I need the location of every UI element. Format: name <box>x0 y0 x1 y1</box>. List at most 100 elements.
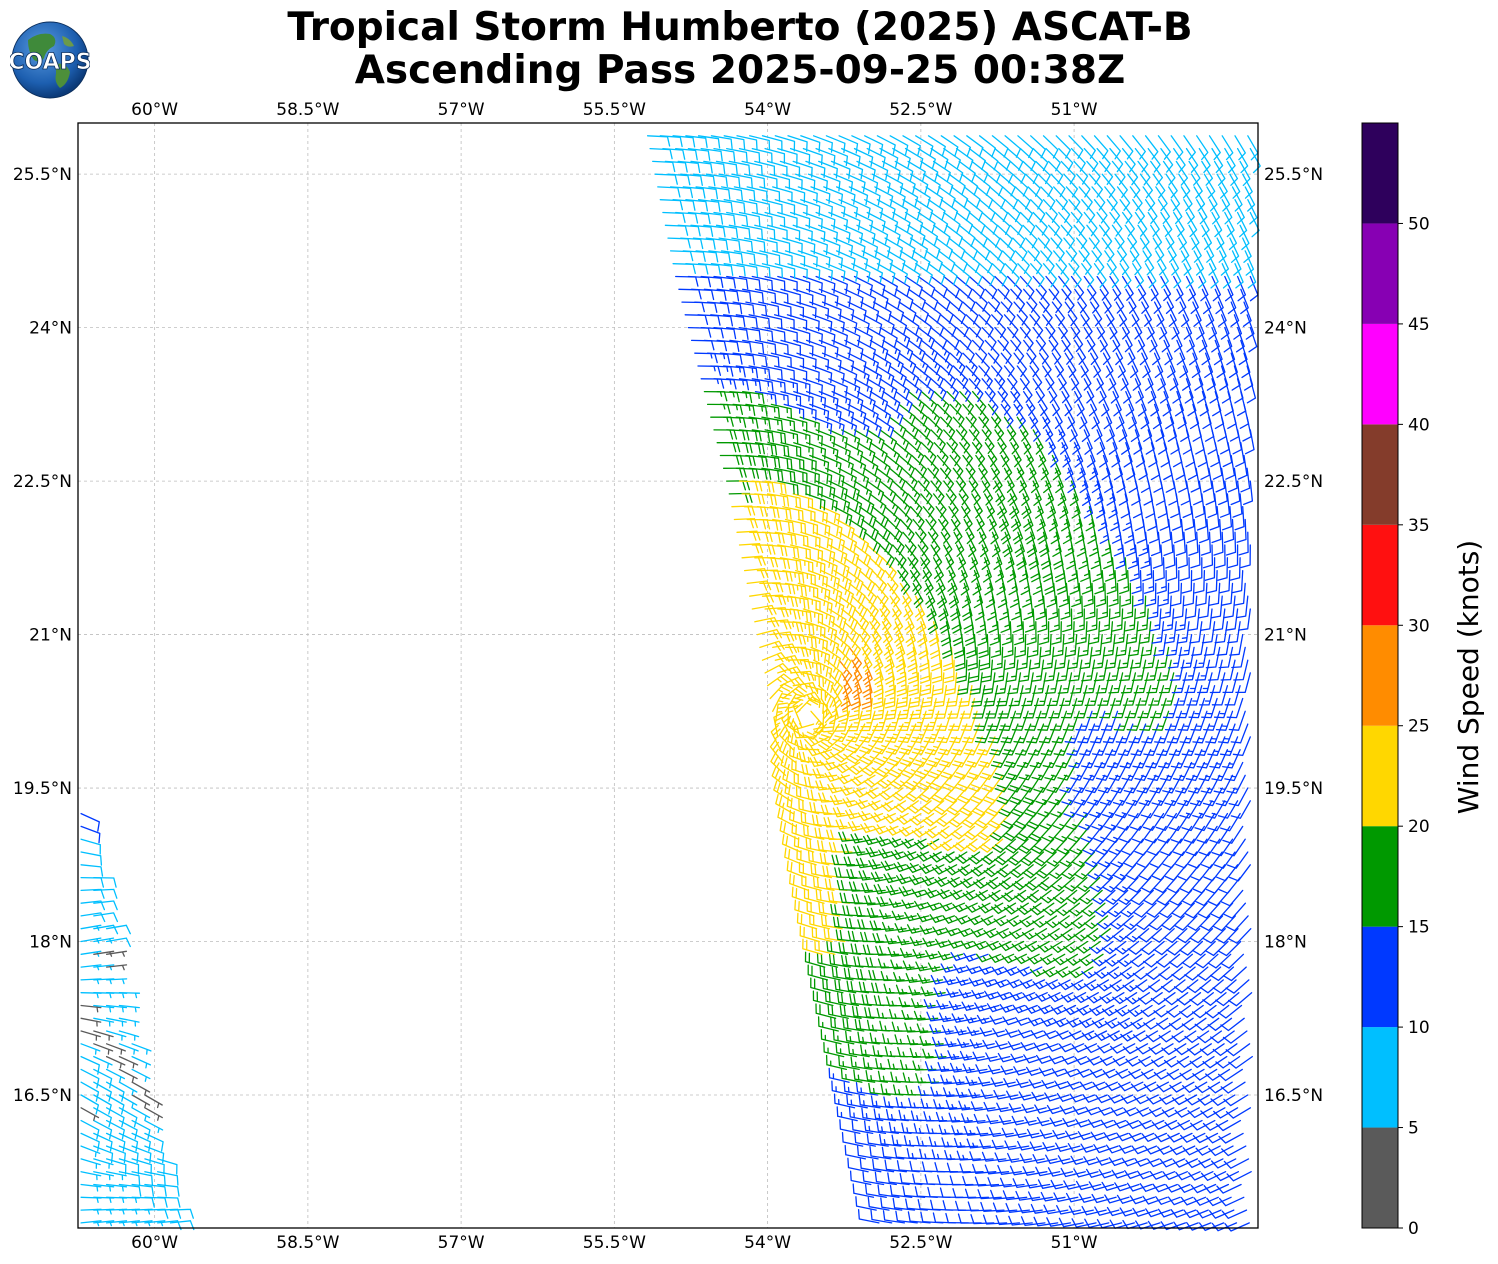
wind-barb <box>1070 211 1086 237</box>
wind-barb <box>1003 633 1014 658</box>
wind-barb <box>970 1101 996 1112</box>
wind-barb <box>687 211 711 225</box>
wind-barb <box>1060 928 1086 941</box>
wind-barb <box>789 745 810 764</box>
wind-barb <box>787 595 810 610</box>
wind-barb <box>853 211 874 232</box>
wind-barb <box>970 787 994 805</box>
wind-barb <box>1173 275 1184 302</box>
wind-barb <box>1055 902 1081 917</box>
wind-barb <box>1055 1142 1081 1152</box>
wind-barb <box>781 712 792 738</box>
wind-barb <box>1158 1030 1184 1043</box>
wind-barb <box>1179 301 1190 327</box>
wind-barb <box>1122 915 1147 930</box>
wind-barb <box>831 288 852 308</box>
wind-barb <box>835 582 854 604</box>
wind-barb <box>713 326 737 340</box>
wind-barb <box>1170 493 1180 519</box>
wind-barb <box>805 837 828 853</box>
wind-barb <box>1225 454 1236 480</box>
wind-barb <box>105 1081 125 1102</box>
wind-barb <box>957 1213 982 1224</box>
wind-barb <box>1153 352 1164 379</box>
wind-barb <box>870 812 896 823</box>
wind-barb <box>945 160 964 183</box>
wind-barb <box>884 697 899 720</box>
wind-barb <box>853 147 874 167</box>
wind-barb <box>1068 659 1083 682</box>
wind-barb <box>1189 928 1214 944</box>
wind-barb <box>850 833 876 844</box>
wind-barb <box>904 608 915 634</box>
wind-barb <box>1109 1043 1136 1054</box>
wind-barb <box>1138 787 1160 806</box>
wind-barb <box>692 173 716 187</box>
wind-barb <box>1200 774 1221 794</box>
wind-barb <box>927 1186 951 1198</box>
wind-barb <box>858 870 884 881</box>
wind-barb <box>1029 749 1050 769</box>
wind-barb <box>899 947 925 958</box>
wind-barb <box>1116 186 1131 211</box>
wind-barb <box>1045 326 1059 352</box>
wind-barb <box>1035 390 1048 417</box>
wind-barb <box>898 352 917 375</box>
wind-barb <box>847 352 867 373</box>
wind-barb <box>838 697 849 723</box>
wind-barb <box>697 263 721 276</box>
wind-barb <box>1152 237 1165 263</box>
wind-barb <box>870 1095 894 1109</box>
wind-barb <box>131 1081 151 1096</box>
wind-barb <box>1184 378 1194 404</box>
wind-barb <box>1012 608 1023 633</box>
wind-barb <box>1089 1004 1115 1016</box>
wind-barb <box>863 774 889 788</box>
wind-barb <box>810 582 831 601</box>
wind-barb <box>912 186 931 208</box>
wind-barb <box>843 1081 866 1096</box>
wind-barb <box>901 899 927 909</box>
wind-barb <box>791 886 812 904</box>
wind-barb <box>1183 199 1195 225</box>
wind-barb <box>931 864 958 875</box>
wind-barb <box>1055 135 1071 159</box>
wind-barb <box>672 199 696 211</box>
wind-barb <box>1061 339 1074 365</box>
wind-barb <box>773 712 784 738</box>
wind-barb <box>1056 1205 1082 1215</box>
wind-barb <box>1237 454 1248 480</box>
wind-barb <box>1115 403 1125 430</box>
wind-barb <box>1113 710 1131 731</box>
wind-barb <box>1151 787 1172 806</box>
wind-barb <box>690 160 713 174</box>
wind-barb <box>1031 761 1052 781</box>
wind-barb <box>1170 429 1180 455</box>
wind-barb <box>984 160 1001 184</box>
wind-barb <box>1058 979 1084 991</box>
wind-barb <box>940 199 959 221</box>
wind-barb <box>719 301 743 315</box>
wind-barb <box>1142 812 1165 831</box>
wind-barb <box>984 493 996 519</box>
wind-barb <box>945 1212 969 1224</box>
wind-barb <box>1188 160 1201 186</box>
wind-barb <box>856 224 876 244</box>
wind-barb <box>1185 326 1195 353</box>
wind-barb <box>1091 1193 1117 1204</box>
wind-barb <box>845 736 868 754</box>
wind-barb <box>856 390 876 412</box>
wind-barb <box>80 825 101 844</box>
wind-barb <box>1096 378 1107 404</box>
wind-barb <box>1099 928 1124 942</box>
wind-barb <box>1129 1195 1156 1205</box>
wind-barb <box>1188 697 1206 719</box>
wind-barb <box>1125 1055 1151 1067</box>
wind-barb <box>1204 352 1214 379</box>
wind-barb <box>1188 531 1199 556</box>
wind-barb <box>1213 1171 1240 1182</box>
wind-barb-layer <box>80 135 1261 1232</box>
wind-barb <box>1158 672 1175 694</box>
wind-barb <box>899 518 915 543</box>
wind-barb <box>1227 544 1239 569</box>
